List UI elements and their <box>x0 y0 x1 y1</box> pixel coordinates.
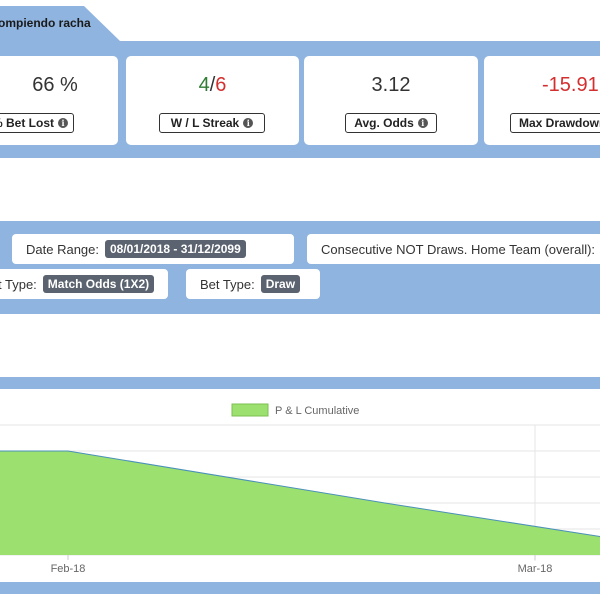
strategy-tab[interactable]: ompiendo racha <box>0 6 124 41</box>
bet-lost-label: % Bet Lost <box>0 116 54 130</box>
pnl-chart: P & L Cumulative Feb-18 Mar-18 <box>0 403 600 575</box>
max-drawdown-value: -15.91 <box>542 74 599 96</box>
streak-separator: / <box>209 74 216 96</box>
max-drawdown-label: Max Drawdown <box>519 116 600 130</box>
wl-streak-value: 4/6 <box>126 74 299 97</box>
loss-streak: 6 <box>215 74 227 96</box>
max-drawdown-button[interactable]: Max Drawdown <box>510 113 600 133</box>
stat-card-wl-streak: 4/6 W / L Streak i <box>126 56 299 145</box>
win-streak: 4 <box>198 74 210 96</box>
avg-odds-label: Avg. Odds <box>354 116 414 130</box>
chart-panel: P & L Cumulative Feb-18 Mar-18 <box>0 377 600 594</box>
market-type-filter[interactable]: t Type: Match Odds (1X2) <box>0 269 168 299</box>
tab-label: ompiendo racha <box>0 16 91 30</box>
info-icon[interactable]: i <box>417 118 428 128</box>
legend-label: P & L Cumulative <box>275 405 359 417</box>
bet-lost-value: 66 % <box>32 74 78 96</box>
info-icon[interactable]: i <box>58 118 68 128</box>
bet-lost-button[interactable]: % Bet Lost i <box>0 113 74 133</box>
stats-panel: 66 % % Bet Lost i 4/6 W / L Streak i 3.1… <box>0 41 600 158</box>
x-tick-label: Feb-18 <box>51 563 86 575</box>
wl-streak-label: W / L Streak <box>170 116 240 130</box>
pnl-line <box>0 450 600 538</box>
strategy-filter[interactable]: Consecutive NOT Draws. Home Team (overal… <box>307 234 600 264</box>
avg-odds-button[interactable]: Avg. Odds i <box>345 113 437 133</box>
filters-panel: Date Range: 08/01/2018 - 31/12/2099 Cons… <box>0 221 600 314</box>
bet-type-badge: Draw <box>260 275 301 293</box>
legend-swatch <box>231 403 269 417</box>
info-icon[interactable]: i <box>243 118 254 128</box>
stat-card-bet-lost: 66 % % Bet Lost i <box>0 56 118 145</box>
chart-area: P & L Cumulative Feb-18 Mar-18 <box>0 389 600 582</box>
stat-card-max-drawdown: -15.91 Max Drawdown <box>484 56 600 145</box>
market-type-label: t Type: <box>0 276 37 292</box>
stat-card-avg-odds: 3.12 Avg. Odds i <box>304 56 478 145</box>
wl-streak-button[interactable]: W / L Streak i <box>159 113 265 133</box>
tab-shape <box>0 6 120 41</box>
x-tick-label: Mar-18 <box>518 563 553 575</box>
strategy-label: Consecutive NOT Draws. Home Team (overal… <box>321 241 596 257</box>
pnl-area <box>0 451 600 555</box>
date-range-badge: 08/01/2018 - 31/12/2099 <box>105 240 246 258</box>
avg-odds-value: 3.12 <box>371 74 411 96</box>
bet-type-filter[interactable]: Bet Type: Draw <box>186 269 320 299</box>
date-range-filter[interactable]: Date Range: 08/01/2018 - 31/12/2099 <box>12 234 294 264</box>
bet-type-label: Bet Type: <box>200 276 255 292</box>
market-type-badge: Match Odds (1X2) <box>42 275 155 293</box>
date-range-label: Date Range: <box>26 241 99 257</box>
